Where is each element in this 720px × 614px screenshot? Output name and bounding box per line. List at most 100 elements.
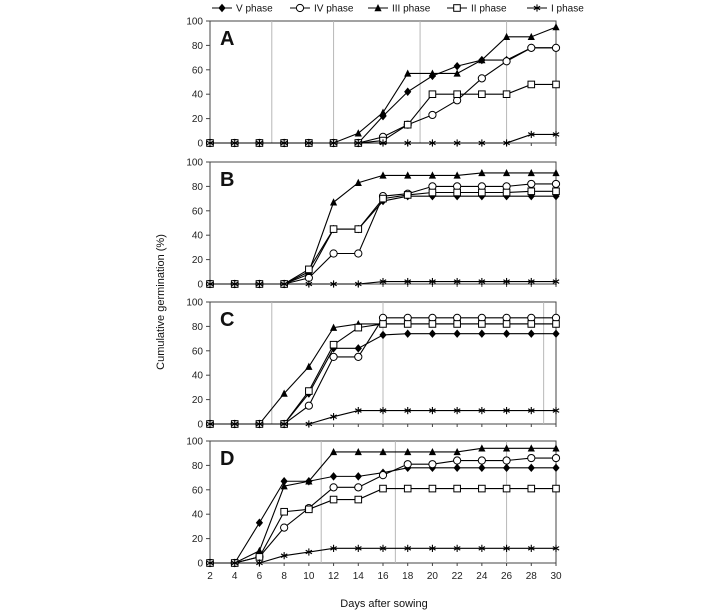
data-point: [354, 544, 362, 552]
data-point: [403, 484, 412, 493]
y-tick-label: 0: [197, 559, 203, 570]
data-point: [502, 329, 511, 338]
series-line: [210, 26, 557, 144]
y-tick-label: 20: [192, 114, 204, 125]
data-point: [404, 329, 412, 338]
data-point: [379, 171, 387, 179]
panel-label: B: [220, 169, 234, 191]
x-tick-label: 8: [281, 571, 287, 582]
data-point: [453, 484, 461, 493]
series-i-phase: [206, 406, 560, 428]
data-point: [551, 179, 561, 189]
panel-B: 0 20 40 60 80 100 B: [186, 158, 561, 291]
series-v-phase: [206, 191, 560, 289]
series-iv-phase: [205, 453, 561, 568]
y-tick-label: 40: [192, 371, 204, 382]
data-point: [280, 389, 288, 397]
data-point: [379, 406, 387, 415]
data-point: [453, 329, 461, 338]
data-point: [552, 80, 560, 89]
data-point: [354, 178, 362, 186]
data-point: [453, 320, 461, 328]
data-point: [478, 463, 486, 473]
data-point: [453, 277, 461, 286]
data-point: [305, 548, 313, 556]
data-point: [527, 329, 535, 338]
y-tick-label: 20: [192, 395, 204, 406]
data-point: [404, 447, 412, 456]
data-point: [329, 249, 338, 258]
data-point: [453, 90, 461, 99]
x-tick-label: 20: [427, 571, 439, 582]
data-point: [280, 552, 288, 560]
data-point: [354, 447, 362, 456]
data-point: [330, 413, 337, 421]
data-point: [453, 61, 461, 71]
data-point: [329, 323, 338, 331]
data-point: [255, 553, 264, 561]
data-point: [354, 483, 363, 492]
y-tick-label: 60: [192, 65, 204, 76]
legend-marker-circle: [295, 3, 305, 13]
y-tick-label: 100: [186, 158, 203, 169]
data-point: [503, 277, 510, 286]
data-point: [552, 329, 560, 338]
legend-marker-triangle: [374, 4, 382, 12]
data-point: [552, 187, 560, 196]
data-point: [552, 463, 560, 473]
data-point: [379, 139, 387, 147]
data-point: [502, 32, 511, 41]
y-tick-label: 60: [192, 206, 204, 217]
data-point: [305, 477, 313, 485]
data-point: [503, 544, 510, 552]
data-point: [304, 401, 313, 410]
data-point: [329, 495, 338, 504]
data-point: [379, 330, 387, 340]
data-point: [502, 57, 511, 66]
data-point: [354, 280, 362, 288]
legend-label: IV phase: [314, 4, 354, 15]
y-tick-label: 20: [192, 255, 204, 266]
y-tick-label: 40: [192, 510, 204, 521]
data-point: [231, 420, 239, 428]
data-point: [404, 544, 412, 552]
x-tick-label: 6: [257, 571, 263, 582]
data-point: [478, 329, 486, 338]
data-point: [404, 87, 412, 96]
x-tick-label: 14: [353, 571, 365, 582]
data-point: [502, 320, 511, 328]
legend-label: II phase: [471, 4, 507, 15]
y-tick-label: 80: [192, 461, 204, 472]
series-iii-phase: [206, 444, 560, 567]
data-point: [428, 329, 437, 338]
data-point: [478, 139, 486, 147]
data-point: [502, 444, 511, 452]
data-point: [478, 320, 486, 328]
data-point: [453, 139, 461, 147]
y-tick-label: 80: [192, 41, 204, 52]
data-point: [329, 352, 338, 361]
data-point: [527, 484, 536, 493]
data-point: [280, 523, 289, 532]
data-point: [280, 420, 288, 428]
data-point: [404, 171, 412, 179]
data-point: [354, 139, 362, 147]
data-point: [354, 472, 362, 481]
data-point: [552, 320, 560, 328]
data-point: [379, 320, 387, 328]
data-point: [502, 456, 511, 465]
data-point: [552, 484, 560, 493]
data-point: [404, 406, 412, 415]
data-point: [429, 139, 436, 147]
data-point: [552, 130, 560, 139]
data-point: [453, 188, 461, 197]
x-tick-label: 30: [550, 571, 562, 582]
data-point: [502, 90, 511, 99]
panel-C: 0 20 40 60 80 100 C: [186, 298, 561, 431]
data-point: [503, 139, 510, 147]
data-point: [404, 69, 412, 77]
data-point: [527, 453, 536, 463]
data-point: [354, 129, 362, 137]
data-point: [255, 518, 264, 527]
data-point: [527, 463, 535, 473]
